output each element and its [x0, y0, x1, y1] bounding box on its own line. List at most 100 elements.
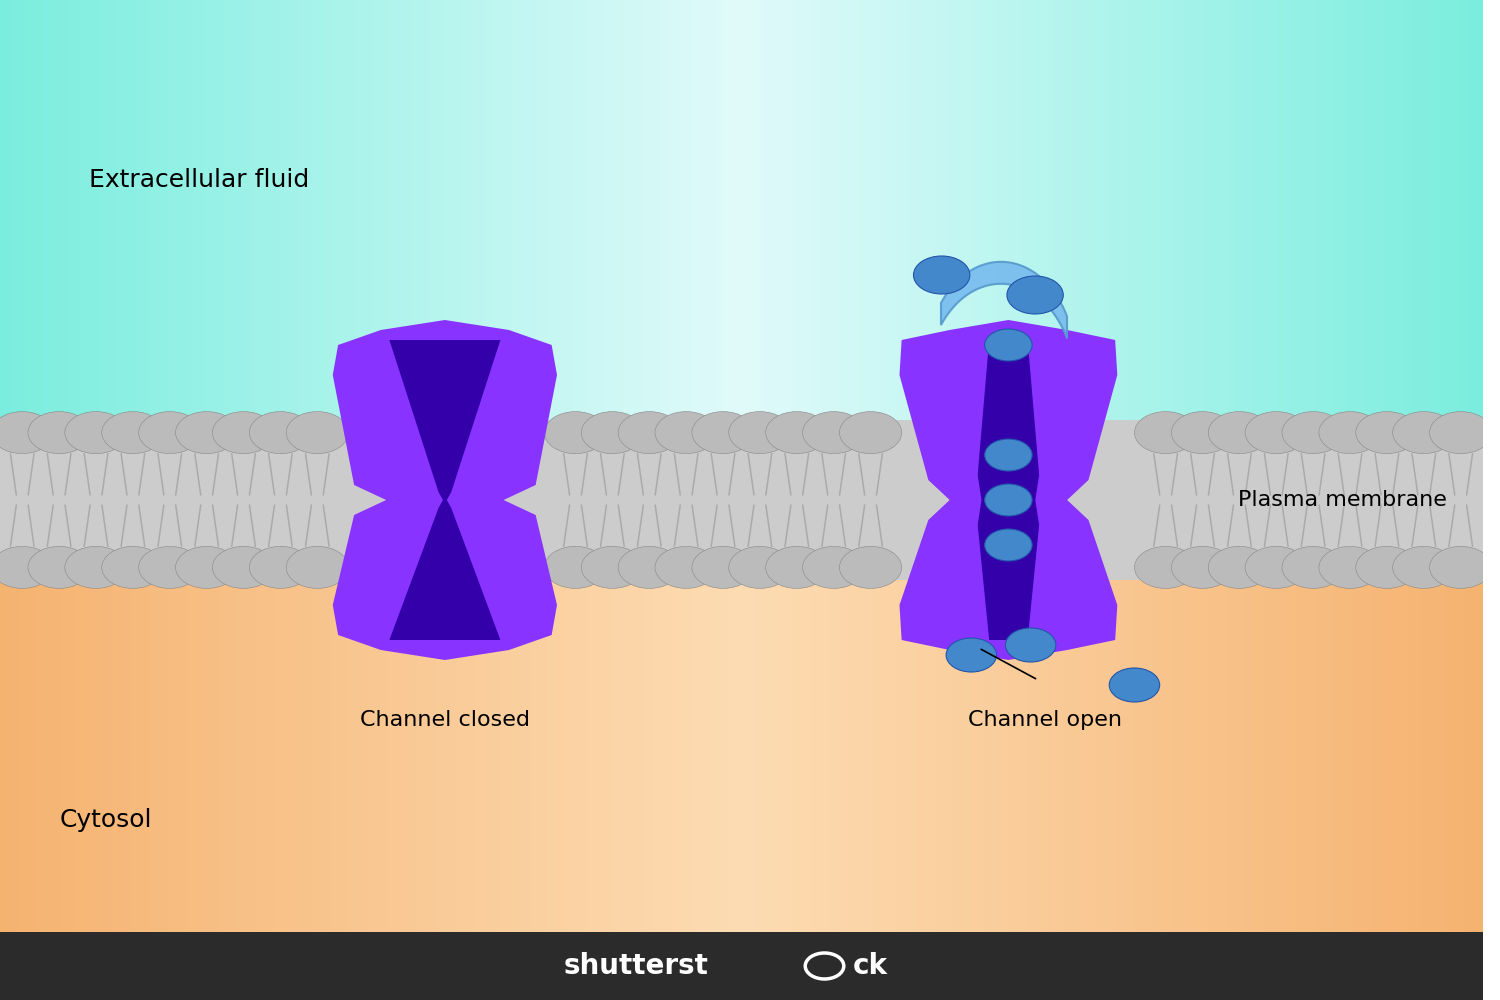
Bar	[1476, 0, 1482, 420]
Bar	[530, 0, 538, 420]
Bar	[474, 0, 483, 420]
Bar	[1324, 420, 1334, 1000]
Bar	[744, 0, 754, 420]
Bar	[1256, 420, 1264, 1000]
Bar	[87, 0, 96, 420]
Bar	[1106, 420, 1116, 1000]
Bar	[914, 0, 922, 420]
Bar	[1473, 0, 1479, 420]
Bar	[686, 0, 692, 420]
Bar	[1474, 0, 1480, 420]
Bar	[850, 0, 859, 420]
Bar	[1032, 420, 1041, 1000]
Bar	[26, 0, 34, 420]
Bar	[692, 0, 698, 420]
Circle shape	[1430, 412, 1492, 454]
Bar	[458, 0, 464, 420]
Bar	[6, 0, 12, 420]
Bar	[1275, 0, 1284, 420]
Bar	[448, 0, 458, 420]
Bar	[130, 0, 136, 420]
Bar	[156, 0, 165, 420]
Bar	[1406, 420, 1414, 1000]
Bar	[148, 0, 154, 420]
Bar	[136, 0, 147, 420]
Bar	[1143, 0, 1152, 420]
Bar	[1106, 0, 1116, 420]
Bar	[1143, 420, 1152, 1000]
Bar	[438, 0, 446, 420]
Bar	[1380, 0, 1389, 420]
Bar	[1474, 0, 1480, 420]
Bar	[882, 0, 891, 420]
Bar	[618, 0, 624, 420]
Bar	[839, 420, 848, 1000]
Bar	[237, 0, 246, 420]
Bar	[888, 420, 897, 1000]
Circle shape	[840, 412, 902, 454]
Bar	[504, 420, 515, 1000]
Bar	[1473, 0, 1484, 420]
Bar	[692, 0, 700, 420]
Bar	[674, 0, 682, 420]
Bar	[723, 0, 729, 420]
Bar	[476, 0, 482, 420]
Bar	[350, 420, 358, 1000]
Bar	[1299, 0, 1308, 420]
Bar	[399, 0, 408, 420]
Bar	[656, 0, 662, 420]
Circle shape	[1356, 546, 1418, 588]
Circle shape	[656, 546, 717, 588]
Bar	[1476, 0, 1482, 420]
Bar	[856, 0, 865, 420]
Bar	[1200, 0, 1209, 420]
Bar	[1473, 0, 1479, 420]
Bar	[180, 0, 190, 420]
Bar	[194, 420, 202, 1000]
Bar	[306, 0, 315, 420]
Circle shape	[176, 412, 238, 454]
Bar	[906, 0, 916, 420]
Bar	[99, 0, 105, 420]
Bar	[172, 0, 178, 420]
Bar	[106, 0, 116, 420]
Bar	[1218, 0, 1227, 420]
Bar	[1472, 0, 1478, 420]
Bar	[1472, 0, 1478, 420]
Bar	[1424, 420, 1432, 1000]
Bar	[1038, 0, 1047, 420]
Bar	[1392, 420, 1402, 1000]
Bar	[680, 420, 688, 1000]
Bar	[1474, 0, 1480, 420]
Bar	[62, 0, 68, 420]
Bar	[1476, 0, 1482, 420]
Bar	[380, 0, 390, 420]
Bar	[813, 0, 822, 420]
Bar	[1476, 0, 1482, 420]
Bar	[894, 420, 903, 1000]
Bar	[1268, 0, 1278, 420]
Bar	[261, 420, 272, 1000]
Circle shape	[213, 546, 274, 588]
Bar	[519, 0, 525, 420]
Bar	[1230, 420, 1240, 1000]
Text: Channel closed: Channel closed	[360, 710, 530, 730]
Bar	[1472, 0, 1478, 420]
Bar	[87, 420, 96, 1000]
Bar	[1032, 0, 1041, 420]
Bar	[507, 0, 513, 420]
Bar	[531, 0, 537, 420]
Bar	[63, 0, 72, 420]
Bar	[1476, 0, 1484, 420]
Bar	[1113, 0, 1122, 420]
Circle shape	[1318, 412, 1382, 454]
Bar	[680, 0, 688, 420]
Bar	[178, 0, 186, 420]
Bar	[255, 420, 264, 1000]
Bar	[1473, 0, 1479, 420]
Bar	[495, 0, 501, 420]
Bar	[186, 0, 192, 420]
Bar	[390, 0, 396, 420]
Bar	[579, 0, 588, 420]
Bar	[1474, 0, 1480, 420]
